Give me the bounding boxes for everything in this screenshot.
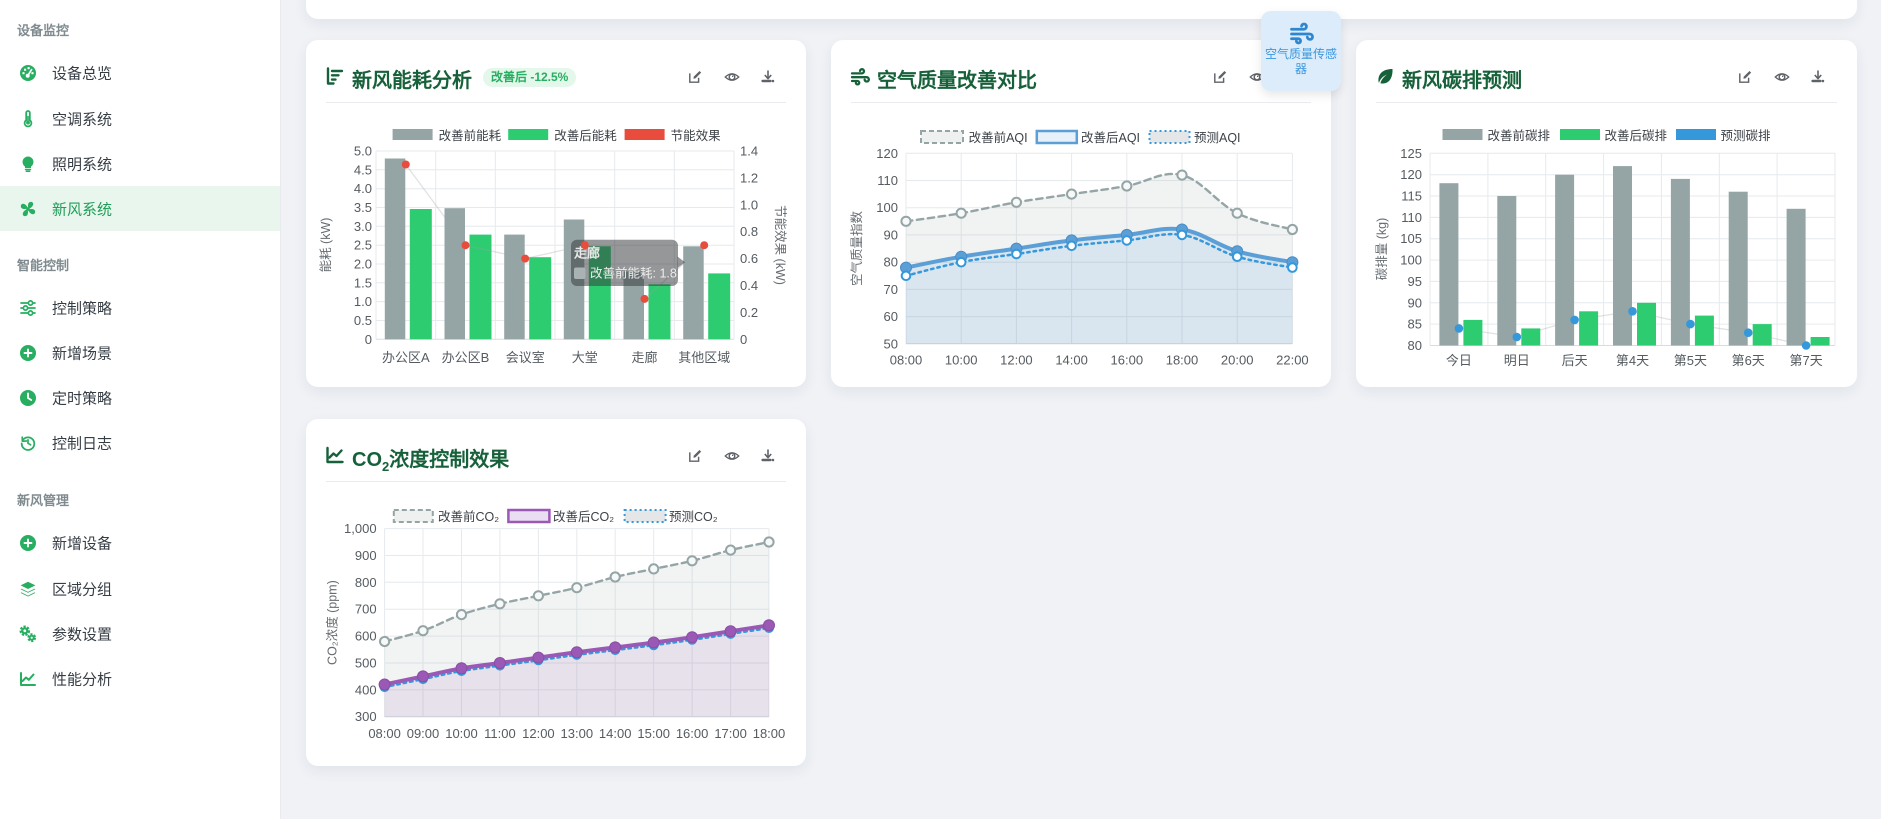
- svg-text:105: 105: [1400, 231, 1422, 246]
- svg-text:08:00: 08:00: [368, 726, 401, 741]
- svg-text:改善后CO₂: 改善后CO₂: [553, 509, 614, 524]
- svg-text:10:00: 10:00: [945, 353, 978, 368]
- svg-text:第7天: 第7天: [1789, 353, 1822, 368]
- svg-text:110: 110: [1401, 210, 1422, 225]
- svg-text:90: 90: [884, 227, 898, 242]
- svg-text:1.4: 1.4: [740, 144, 758, 159]
- svg-text:改善前能耗: 1.8: 改善前能耗: 1.8: [590, 266, 677, 281]
- svg-text:12:00: 12:00: [1000, 353, 1033, 368]
- svg-text:第6天: 第6天: [1732, 353, 1765, 368]
- svg-text:会议室: 会议室: [506, 350, 545, 365]
- svg-text:走廊: 走廊: [574, 246, 600, 261]
- svg-text:1.2: 1.2: [740, 170, 758, 185]
- svg-text:其他区域: 其他区域: [678, 350, 730, 365]
- svg-text:20:00: 20:00: [1221, 353, 1254, 368]
- svg-text:碳排量 (kg): 碳排量 (kg): [1375, 218, 1389, 281]
- svg-text:12:00: 12:00: [522, 726, 555, 741]
- svg-text:400: 400: [355, 682, 377, 697]
- svg-text:0.6: 0.6: [740, 251, 758, 266]
- svg-text:0: 0: [365, 332, 372, 347]
- svg-text:1,000: 1,000: [344, 521, 377, 536]
- svg-text:预测CO₂: 预测CO₂: [669, 510, 718, 524]
- svg-text:0.5: 0.5: [354, 313, 372, 328]
- svg-text:走廊: 走廊: [631, 350, 657, 365]
- svg-text:3.0: 3.0: [354, 219, 372, 234]
- svg-text:改善后AQI: 改善后AQI: [1081, 130, 1140, 145]
- svg-text:CO₂浓度 (ppm): CO₂浓度 (ppm): [325, 580, 340, 665]
- svg-text:120: 120: [876, 146, 898, 161]
- svg-text:改善后能耗: 改善后能耗: [554, 128, 617, 143]
- svg-text:2.0: 2.0: [354, 257, 372, 272]
- svg-text:第4天: 第4天: [1616, 353, 1649, 368]
- svg-text:第5天: 第5天: [1674, 353, 1707, 368]
- svg-text:0.4: 0.4: [740, 278, 758, 293]
- svg-text:100: 100: [1400, 253, 1422, 268]
- svg-text:125: 125: [1400, 146, 1422, 161]
- svg-text:明日: 明日: [1504, 353, 1530, 368]
- svg-text:70: 70: [884, 282, 898, 297]
- svg-text:08:00: 08:00: [890, 353, 923, 368]
- svg-text:100: 100: [876, 200, 898, 215]
- svg-text:50: 50: [884, 336, 898, 351]
- svg-text:0: 0: [740, 332, 747, 347]
- svg-text:3.5: 3.5: [354, 200, 372, 215]
- svg-text:90: 90: [1408, 295, 1422, 310]
- svg-text:16:00: 16:00: [676, 726, 709, 741]
- svg-text:13:00: 13:00: [561, 726, 594, 741]
- svg-text:今日: 今日: [1446, 353, 1472, 368]
- svg-text:2.5: 2.5: [354, 238, 372, 253]
- svg-text:09:00: 09:00: [407, 726, 440, 741]
- svg-text:900: 900: [355, 548, 377, 563]
- svg-text:300: 300: [355, 709, 377, 724]
- svg-text:16:00: 16:00: [1111, 353, 1144, 368]
- svg-text:85: 85: [1408, 317, 1422, 332]
- svg-text:节能效果: 节能效果: [671, 128, 722, 143]
- svg-text:4.5: 4.5: [354, 162, 372, 177]
- svg-text:600: 600: [355, 629, 377, 644]
- svg-text:14:00: 14:00: [1055, 353, 1088, 368]
- svg-text:预测AQI: 预测AQI: [1194, 131, 1241, 145]
- svg-text:11:00: 11:00: [484, 726, 516, 741]
- svg-text:22:00: 22:00: [1276, 353, 1309, 368]
- svg-text:120: 120: [1400, 167, 1422, 182]
- svg-text:5.0: 5.0: [354, 144, 372, 159]
- svg-text:10:00: 10:00: [445, 726, 478, 741]
- svg-text:办公区A: 办公区A: [382, 350, 430, 365]
- svg-text:80: 80: [884, 255, 898, 270]
- svg-text:0.8: 0.8: [740, 224, 758, 239]
- svg-text:1.0: 1.0: [354, 294, 372, 309]
- svg-text:4.0: 4.0: [354, 181, 372, 196]
- svg-text:700: 700: [355, 602, 377, 617]
- svg-text:改善前能耗: 改善前能耗: [439, 128, 502, 143]
- svg-text:15:00: 15:00: [637, 726, 670, 741]
- svg-text:预测碳排: 预测碳排: [1721, 129, 1772, 143]
- svg-text:改善前CO₂: 改善前CO₂: [438, 509, 499, 524]
- svg-text:60: 60: [884, 309, 898, 324]
- svg-text:0.2: 0.2: [740, 305, 758, 320]
- svg-text:后天: 后天: [1562, 353, 1588, 368]
- svg-text:改善前AQI: 改善前AQI: [969, 130, 1028, 145]
- svg-text:17:00: 17:00: [714, 726, 747, 741]
- svg-text:空气质量指数: 空气质量指数: [849, 211, 864, 287]
- svg-text:改善前碳排: 改善前碳排: [1488, 128, 1551, 143]
- svg-text:110: 110: [877, 173, 898, 188]
- svg-text:18:00: 18:00: [1166, 353, 1199, 368]
- svg-text:1.0: 1.0: [740, 197, 758, 212]
- svg-text:1.5: 1.5: [354, 275, 372, 290]
- svg-text:节能效果 (kW): 节能效果 (kW): [773, 205, 788, 285]
- svg-text:能耗 (kW): 能耗 (kW): [319, 218, 333, 273]
- svg-text:95: 95: [1408, 274, 1422, 289]
- svg-text:大堂: 大堂: [572, 350, 598, 365]
- svg-text:18:00: 18:00: [753, 726, 786, 741]
- svg-text:改善后碳排: 改善后碳排: [1605, 128, 1668, 143]
- svg-text:14:00: 14:00: [599, 726, 632, 741]
- svg-text:115: 115: [1401, 189, 1422, 204]
- svg-text:80: 80: [1408, 338, 1422, 353]
- svg-text:500: 500: [355, 656, 377, 671]
- svg-text:800: 800: [355, 575, 377, 590]
- svg-text:办公区B: 办公区B: [442, 350, 490, 365]
